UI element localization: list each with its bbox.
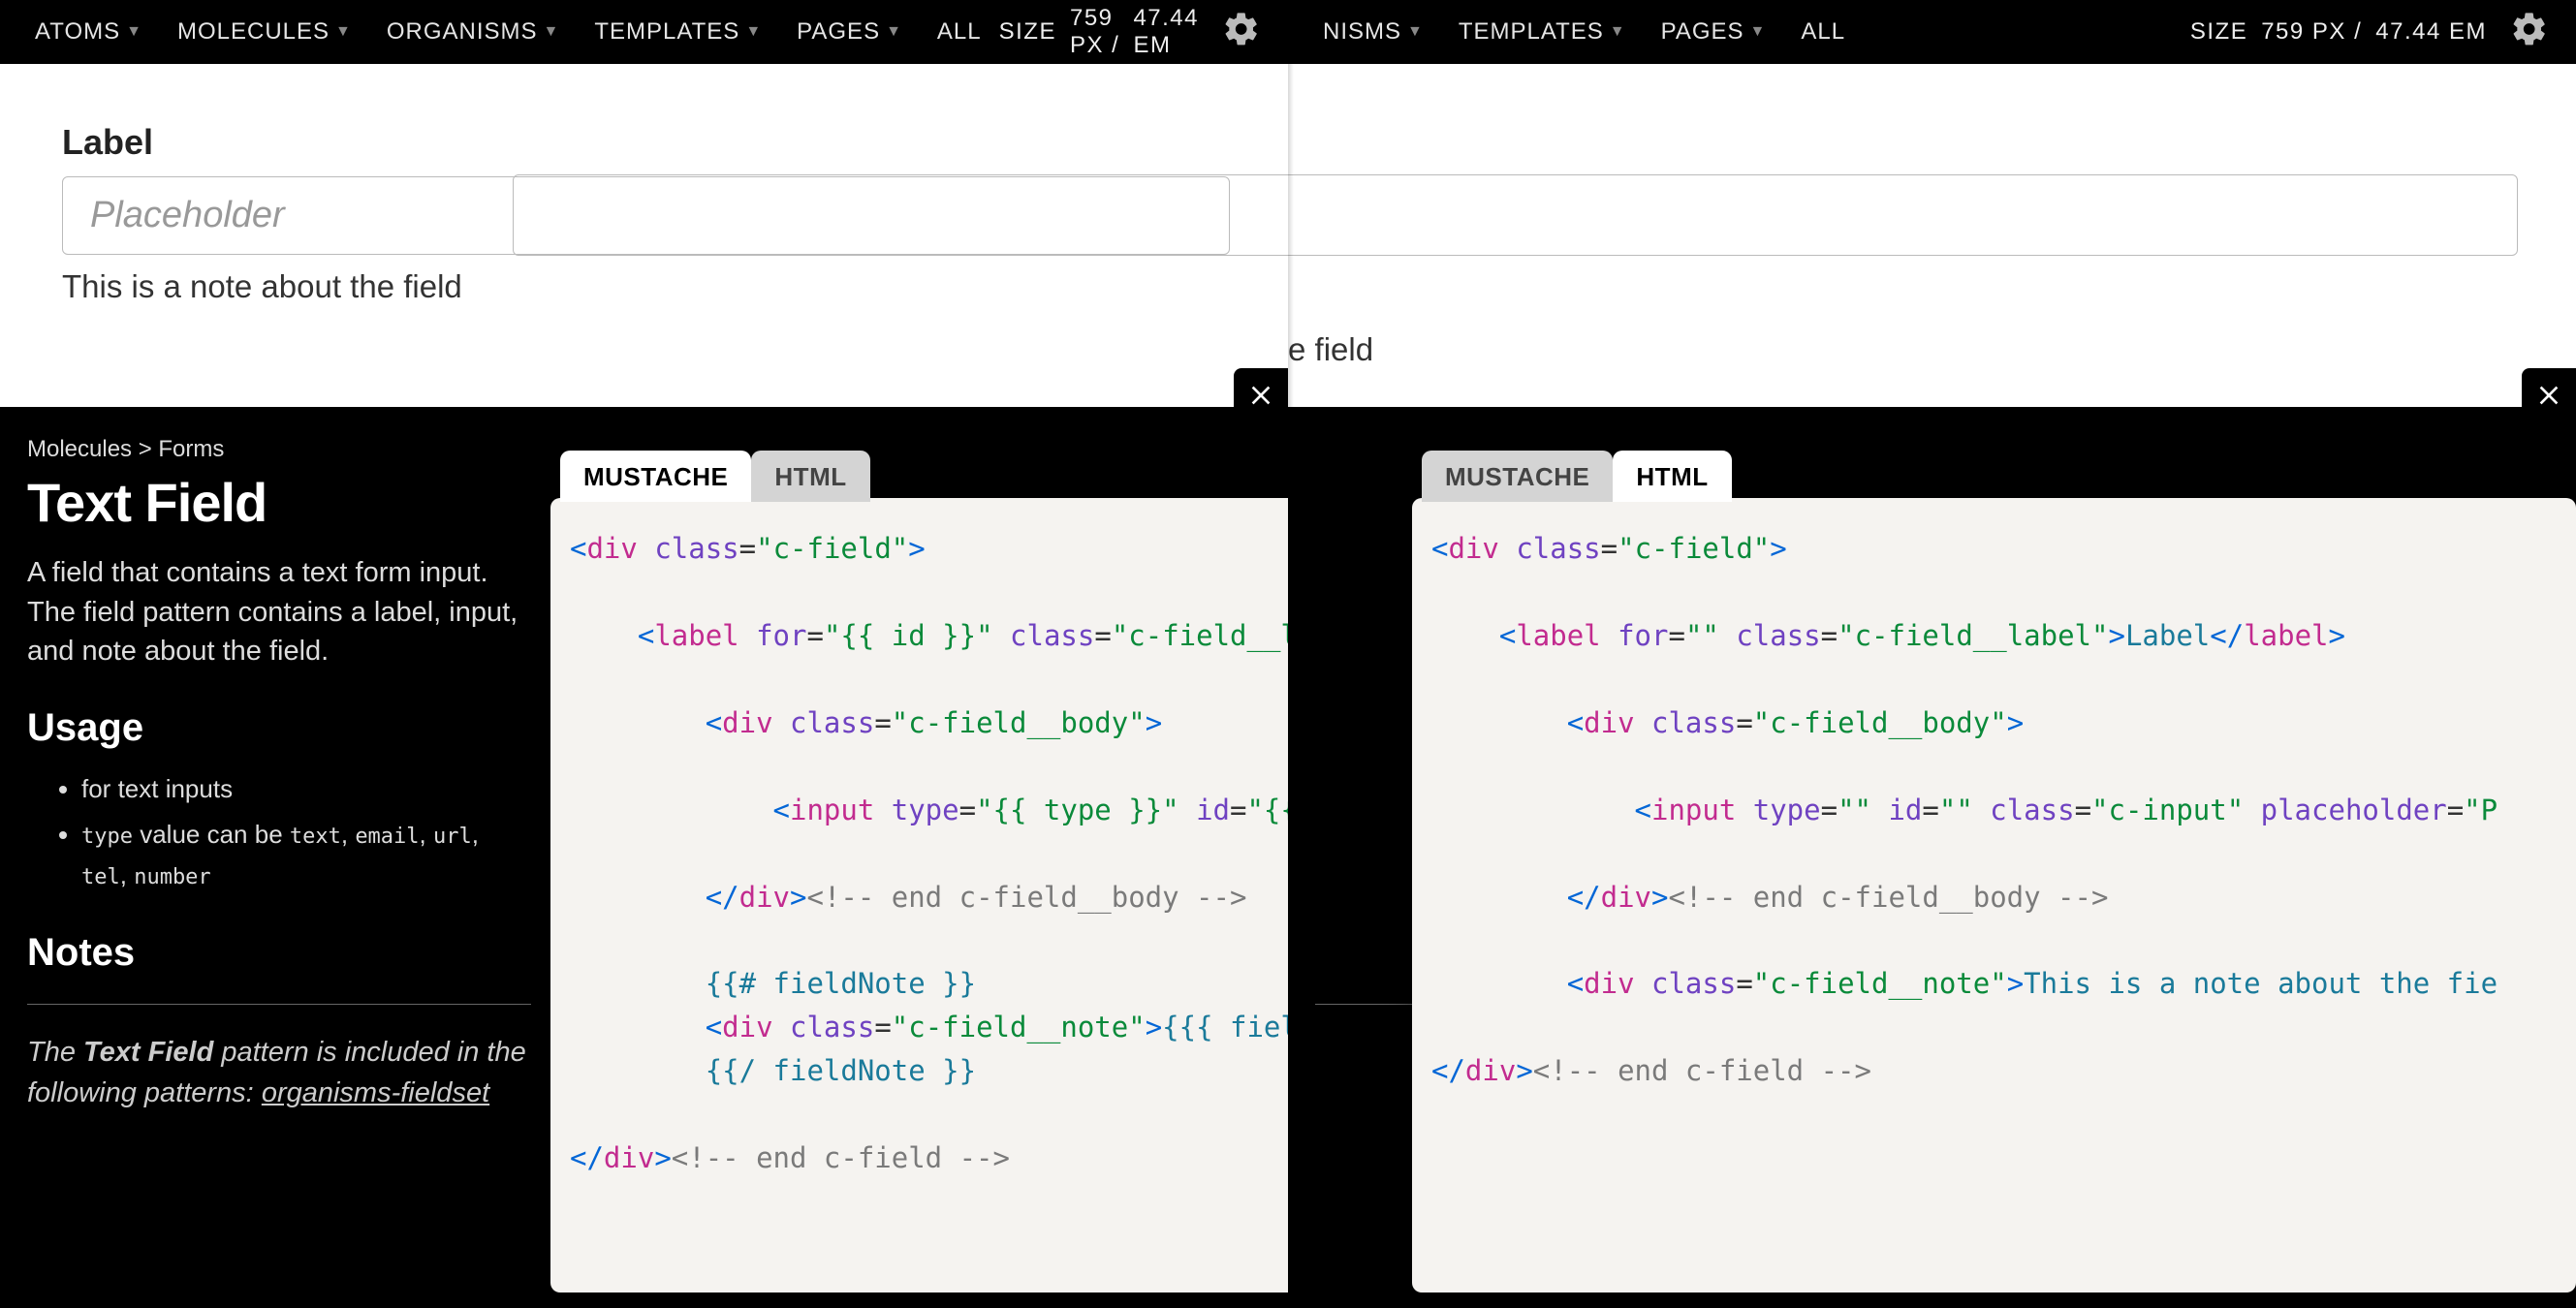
field-note: This is a note about the field	[62, 268, 1230, 305]
usage-heading	[1315, 706, 1412, 750]
chevron-down-icon: ▼	[886, 23, 902, 41]
organisms-fieldset-link[interactable]: organisms-fieldset	[262, 1077, 489, 1108]
size-px: 759 PX /	[1070, 5, 1119, 59]
pattern-title	[1315, 471, 1412, 534]
code-viewer: <div class="c-field"> <label for="" clas…	[1412, 498, 2576, 1292]
breadcrumb: Molecules > Forms	[27, 436, 531, 463]
pattern-title: Text Field	[27, 471, 531, 534]
nav-pages[interactable]: PAGES▼	[1644, 18, 1784, 46]
nav-atoms[interactable]: ATOMS▼	[17, 18, 160, 46]
chevron-down-icon: ▼	[1407, 23, 1424, 41]
panel-right: NISMS▼ TEMPLATES▼ PAGES▼ ALL SIZE 759 PX…	[1288, 0, 2576, 1308]
close-button[interactable]	[1234, 368, 1288, 422]
tab-html[interactable]: HTML	[751, 451, 869, 502]
nav-organisms[interactable]: NISMS▼	[1305, 18, 1441, 46]
divider	[27, 1004, 531, 1005]
code-column: MUSTACHE HTML <div class="c-field"> <lab…	[1412, 436, 2576, 1308]
viewport-size: SIZE 759 PX / 47.44 EM	[999, 5, 1261, 59]
pattern-description: A field that contains a text form input.…	[27, 553, 531, 671]
gear-icon[interactable]	[1212, 10, 1261, 55]
text-field-input[interactable]	[513, 174, 2518, 256]
pattern-info-drawer: Molecules > Forms Text Field A field tha…	[0, 407, 1288, 1308]
info-column: n input.bel, input, email, cluded innism…	[1315, 436, 1412, 1308]
notes-heading: Notes	[27, 931, 531, 975]
size-em: 47.44 EM	[2375, 18, 2487, 46]
list-item	[1315, 769, 1412, 810]
tab-mustache[interactable]: MUSTACHE	[560, 451, 751, 502]
notes-heading	[1315, 931, 1412, 975]
preview-area: e field	[1288, 64, 2576, 368]
chevron-down-icon: ▼	[1750, 23, 1767, 41]
breadcrumb	[1315, 436, 1412, 463]
size-px: 759 PX /	[2261, 18, 2362, 46]
list-item: email,	[1315, 815, 1412, 895]
included-in-text: cluded innisms-	[1315, 1032, 1412, 1113]
viewport-size: SIZE 759 PX / 47.44 EM	[2190, 10, 2549, 55]
size-em: 47.44 EM	[1133, 5, 1199, 59]
nav-all[interactable]: ALL	[920, 18, 999, 46]
chevron-down-icon: ▼	[544, 23, 560, 41]
nav-all[interactable]: ALL	[1783, 18, 1863, 46]
nav-templates[interactable]: TEMPLATES▼	[577, 18, 779, 46]
nav-templates[interactable]: TEMPLATES▼	[1441, 18, 1644, 46]
field-label: Label	[62, 122, 1230, 163]
chevron-down-icon: ▼	[126, 23, 142, 41]
list-item: for text inputs	[81, 769, 531, 810]
nav: NISMS▼ TEMPLATES▼ PAGES▼ ALL	[1305, 18, 1863, 46]
size-label: SIZE	[999, 18, 1056, 46]
close-button[interactable]	[2522, 368, 2576, 422]
pattern-description: n input.bel, input,	[1315, 553, 1412, 671]
usage-list: email,	[1315, 769, 1412, 896]
size-label: SIZE	[2190, 18, 2247, 46]
info-column: Molecules > Forms Text Field A field tha…	[27, 436, 550, 1308]
nav-pages[interactable]: PAGES▼	[779, 18, 920, 46]
tab-html[interactable]: HTML	[1613, 451, 1731, 502]
pattern-info-drawer: n input.bel, input, email, cluded innism…	[1288, 407, 2576, 1308]
divider	[1315, 1004, 1412, 1005]
code-tabs: MUSTACHE HTML	[1422, 451, 2576, 502]
gear-icon[interactable]	[2500, 10, 2549, 55]
usage-list: for text inputs type value can be text, …	[27, 769, 531, 896]
usage-heading: Usage	[27, 706, 531, 750]
list-item: type value can be text, email, url, tel,…	[81, 815, 531, 895]
nav: ATOMS▼ MOLECULES▼ ORGANISMS▼ TEMPLATES▼ …	[17, 18, 999, 46]
toolbar: NISMS▼ TEMPLATES▼ PAGES▼ ALL SIZE 759 PX…	[1288, 0, 2576, 64]
nav-molecules[interactable]: MOLECULES▼	[160, 18, 369, 46]
chevron-down-icon: ▼	[1610, 23, 1626, 41]
toolbar: ATOMS▼ MOLECULES▼ ORGANISMS▼ TEMPLATES▼ …	[0, 0, 1288, 64]
tab-mustache[interactable]: MUSTACHE	[1422, 451, 1613, 502]
chevron-down-icon: ▼	[745, 23, 762, 41]
nav-organisms[interactable]: ORGANISMS▼	[369, 18, 578, 46]
included-in-text: The Text Field pattern is included in th…	[27, 1032, 531, 1113]
chevron-down-icon: ▼	[335, 23, 352, 41]
